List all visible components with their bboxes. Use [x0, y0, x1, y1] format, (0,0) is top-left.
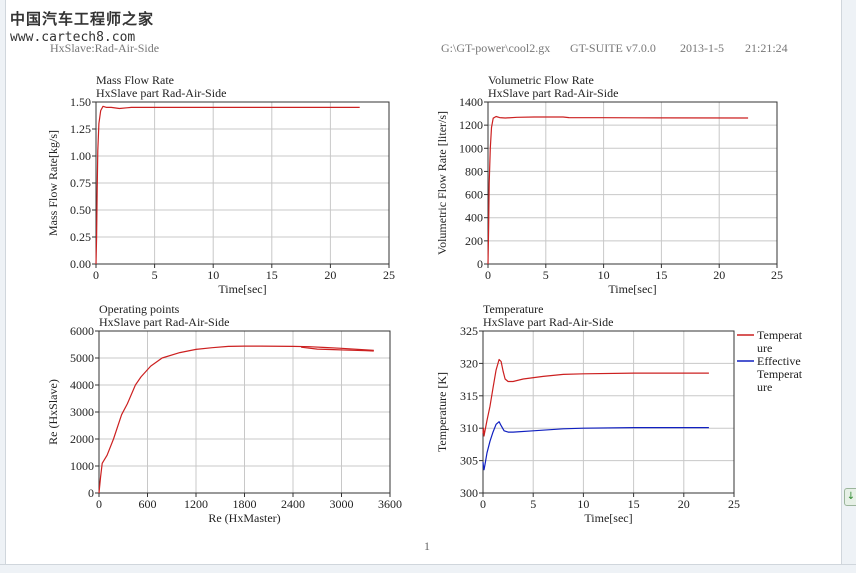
y-tick-label: 0.25	[70, 230, 91, 244]
window-right-edge	[841, 0, 856, 573]
y-tick-label: 0	[477, 257, 483, 271]
y-tick-label: 325	[460, 324, 478, 338]
y-tick-label: 0.00	[70, 257, 91, 271]
y-axis-label: Mass Flow Rate[kg/s]	[46, 130, 60, 236]
y-tick-label: 200	[465, 234, 483, 248]
y-tick-label: 0.75	[70, 176, 91, 190]
chart-4: 0 5 10 15 20 25300305310315320325TemperatureH…	[435, 302, 803, 525]
header-part-name: HxSlave:Rad-Air-Side	[50, 41, 160, 55]
y-tick-label: 1000	[70, 459, 94, 473]
page-number: 1	[424, 539, 430, 553]
y-tick-label: 1.25	[70, 122, 91, 136]
plot-frame	[487, 101, 778, 265]
x-axis-label: Time[sec]	[608, 282, 656, 296]
chart-subtitle: HxSlave part Rad-Air-Side	[99, 315, 229, 329]
x-tick-label: 25	[728, 497, 740, 511]
legend-entry-2: Effective Temperat ure	[757, 354, 803, 394]
y-axis-label: Volumetric Flow Rate [liter/s]	[435, 111, 449, 255]
header-file-path: G:\GT-power\cool2.gx	[441, 41, 551, 55]
y-tick-label: 1000	[459, 141, 483, 155]
x-tick-label: 2400	[281, 497, 305, 511]
chart-1: 0 5 10 15 20 25 0.00 0.25 0.50 0.75 1.00 1.25 1.50 Ma…	[46, 73, 395, 296]
chart-subtitle: HxSlave part Rad-Air-Side	[96, 86, 226, 100]
window-bottom-edge	[0, 564, 856, 573]
x-tick-label: 0	[480, 497, 486, 511]
x-tick-label: 25	[771, 268, 783, 282]
plot-frame	[482, 330, 735, 494]
series-line-2	[482, 421, 709, 471]
header-version: GT-SUITE v7.0.0	[570, 41, 656, 55]
x-tick-label: 3000	[330, 497, 354, 511]
y-tick-label: 2000	[70, 432, 94, 446]
x-tick-label: 5	[530, 497, 536, 511]
y-tick-label: 0	[88, 486, 94, 500]
x-tick-label: 20	[324, 268, 336, 282]
chart-title: Volumetric Flow Rate	[488, 73, 594, 87]
x-tick-label: 10	[598, 268, 610, 282]
x-tick-label: 15	[628, 497, 640, 511]
chart-title: Mass Flow Rate	[96, 73, 174, 87]
x-tick-label: 20	[713, 268, 725, 282]
x-tick-label: 10	[577, 497, 589, 511]
scroll-down-icon[interactable]: ↓	[844, 488, 856, 506]
x-tick-label: 25	[383, 268, 395, 282]
y-axis-label: Re (HxSlave)	[46, 379, 60, 445]
y-tick-label: 305	[460, 454, 478, 468]
series-line-1	[487, 115, 749, 265]
legend-entry-1: Temperat ure	[757, 328, 803, 355]
chart-title: Temperature	[483, 302, 543, 316]
watermark-url: www.cartech8.com	[10, 30, 136, 45]
y-tick-label: 4000	[70, 378, 94, 392]
chart-subtitle: HxSlave part Rad-Air-Side	[483, 315, 613, 329]
y-tick-label: 5000	[70, 351, 94, 365]
chart-subtitle: HxSlave part Rad-Air-Side	[488, 86, 618, 100]
x-axis-label: Time[sec]	[584, 511, 632, 525]
x-tick-label: 5	[543, 268, 549, 282]
y-tick-label: 0.50	[70, 203, 91, 217]
x-tick-label: 1800	[233, 497, 257, 511]
y-tick-label: 320	[460, 356, 478, 370]
y-tick-label: 315	[460, 389, 478, 403]
x-tick-label: 0	[485, 268, 491, 282]
series-line-1	[98, 345, 374, 494]
x-tick-label: 15	[655, 268, 667, 282]
x-tick-label: 1200	[184, 497, 208, 511]
chart-title: Operating points	[99, 302, 180, 316]
x-tick-label: 10	[207, 268, 219, 282]
y-tick-label: 1.50	[70, 95, 91, 109]
y-tick-label: 3000	[70, 405, 94, 419]
x-tick-label: 600	[139, 497, 157, 511]
series-line-1	[482, 358, 709, 437]
chart-2: 0 5 10 15 20 25 0 200 400 600 800 1000 1200 1400 Volum…	[435, 73, 783, 296]
x-tick-label: 20	[678, 497, 690, 511]
series-line-2	[301, 346, 374, 352]
y-tick-label: 400	[465, 211, 483, 225]
y-tick-label: 6000	[70, 324, 94, 338]
y-tick-label: 300	[460, 486, 478, 500]
x-tick-label: 15	[266, 268, 278, 282]
watermark-logo-text: 中国汽车工程师之家	[10, 10, 155, 28]
header-time: 21:21:24	[745, 41, 788, 55]
y-axis-label: Temperature [K]	[435, 372, 449, 452]
window-left-edge	[0, 0, 6, 573]
x-tick-label: 0	[93, 268, 99, 282]
y-tick-label: 1400	[459, 95, 483, 109]
chart-3: 0 600 1200 1800 2400 3000 3600 0 1000 2000 3000 400…	[46, 302, 402, 525]
x-axis-label: Re (HxMaster)	[208, 511, 280, 525]
x-tick-label: 5	[152, 268, 158, 282]
y-tick-label: 1.00	[70, 149, 91, 163]
y-tick-label: 310	[460, 421, 478, 435]
y-tick-label: 600	[465, 188, 483, 202]
header-date: 2013-1-5	[680, 41, 724, 55]
y-tick-label: 1200	[459, 118, 483, 132]
x-tick-label: 0	[96, 497, 102, 511]
x-tick-label: 3600	[378, 497, 402, 511]
series-line-1	[95, 105, 360, 265]
x-axis-label: Time[sec]	[218, 282, 266, 296]
y-tick-label: 800	[465, 164, 483, 178]
